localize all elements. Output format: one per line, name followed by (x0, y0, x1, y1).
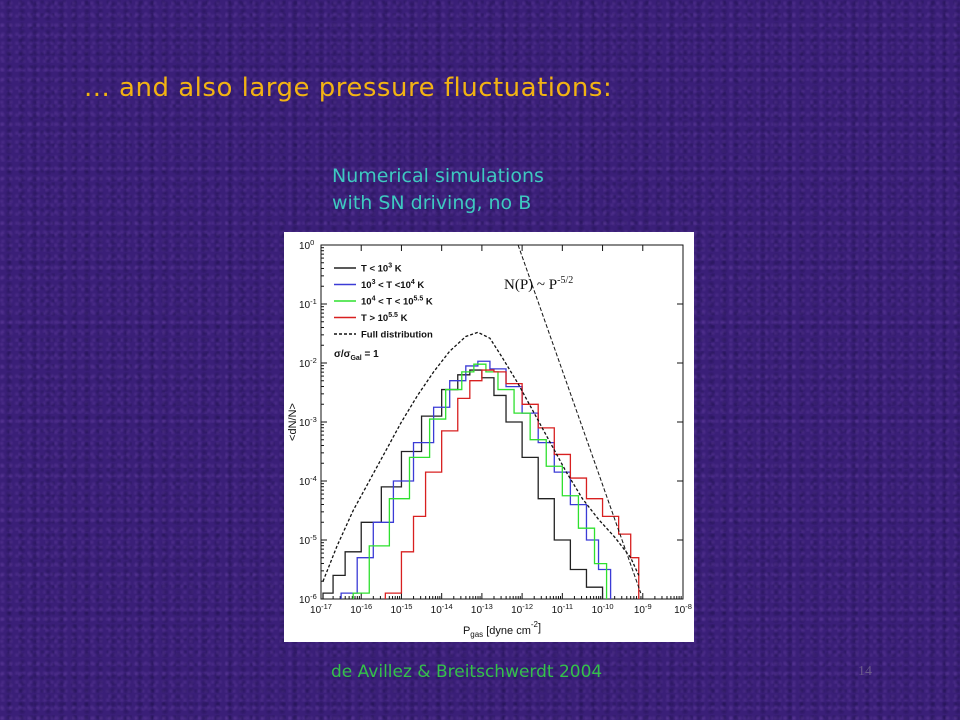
caption-line-1: Numerical simulations (332, 165, 544, 187)
legend-label: 104 < T < 105.5 K (361, 296, 433, 308)
y-tick-label: 10-6 (299, 592, 317, 606)
legend-label: T > 105.5 K (361, 312, 408, 324)
pressure-distribution-chart: 10-17 10-16 10-15 10-14 10-13 10-12 10-11 10-10… (284, 232, 694, 642)
series-line (322, 331, 640, 582)
y-tick-label: 10-4 (299, 474, 317, 488)
x-tick-label: 10-16 (350, 602, 372, 616)
x-tick-label: 10-14 (431, 602, 453, 616)
citation: de Avillez & Breitschwerdt 2004 (331, 662, 603, 682)
series-line (352, 363, 608, 599)
x-tick-label: 10-11 (552, 602, 573, 616)
y-tick-label: 100 (299, 238, 314, 252)
legend-label: T < 103 K (361, 263, 402, 275)
x-tick-label: 10-12 (511, 602, 533, 616)
legend-label: 103 < T <104 K (361, 279, 424, 291)
series-line (340, 360, 612, 599)
power-law-line (517, 244, 642, 594)
x-tick-label: 10-10 (592, 602, 614, 616)
caption-line-2: with SN driving, no B (332, 192, 532, 214)
x-axis-label: Pgas [dyne cm-2] (463, 620, 541, 639)
series-line (384, 369, 640, 599)
y-axis-label: <dN/N> (287, 403, 299, 441)
x-tick-label: 10-17 (310, 602, 332, 616)
x-tick-label: 10-13 (471, 602, 493, 616)
x-tick-label: 10-15 (390, 602, 412, 616)
chart-caption: Numerical simulations with SN driving, n… (332, 163, 544, 217)
power-law-annotation: N(P) ~ P-5/2 (504, 275, 573, 293)
y-tick-label: 10-2 (299, 356, 317, 370)
slide-title: ... and also large pressure fluctuations… (84, 73, 613, 103)
x-tick-label: 10-8 (674, 602, 692, 616)
slide-number: 14 (858, 664, 872, 679)
chart-svg: 10-17 10-16 10-15 10-14 10-13 10-12 10-11 10-10… (287, 238, 692, 639)
legend-label: Full distribution (361, 330, 433, 341)
y-tick-label: 10-1 (299, 297, 317, 311)
y-tick-label: 10-3 (299, 415, 317, 429)
x-tick-label: 10-9 (634, 602, 652, 616)
y-tick-label: 10-5 (299, 533, 317, 547)
legend-note: σ/σGal = 1 (334, 349, 379, 362)
series-line (322, 369, 604, 599)
